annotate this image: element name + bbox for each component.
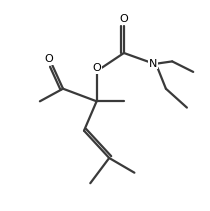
Text: N: N [149, 58, 158, 69]
Text: O: O [92, 63, 101, 73]
Text: O: O [44, 54, 53, 64]
Text: O: O [119, 14, 128, 24]
